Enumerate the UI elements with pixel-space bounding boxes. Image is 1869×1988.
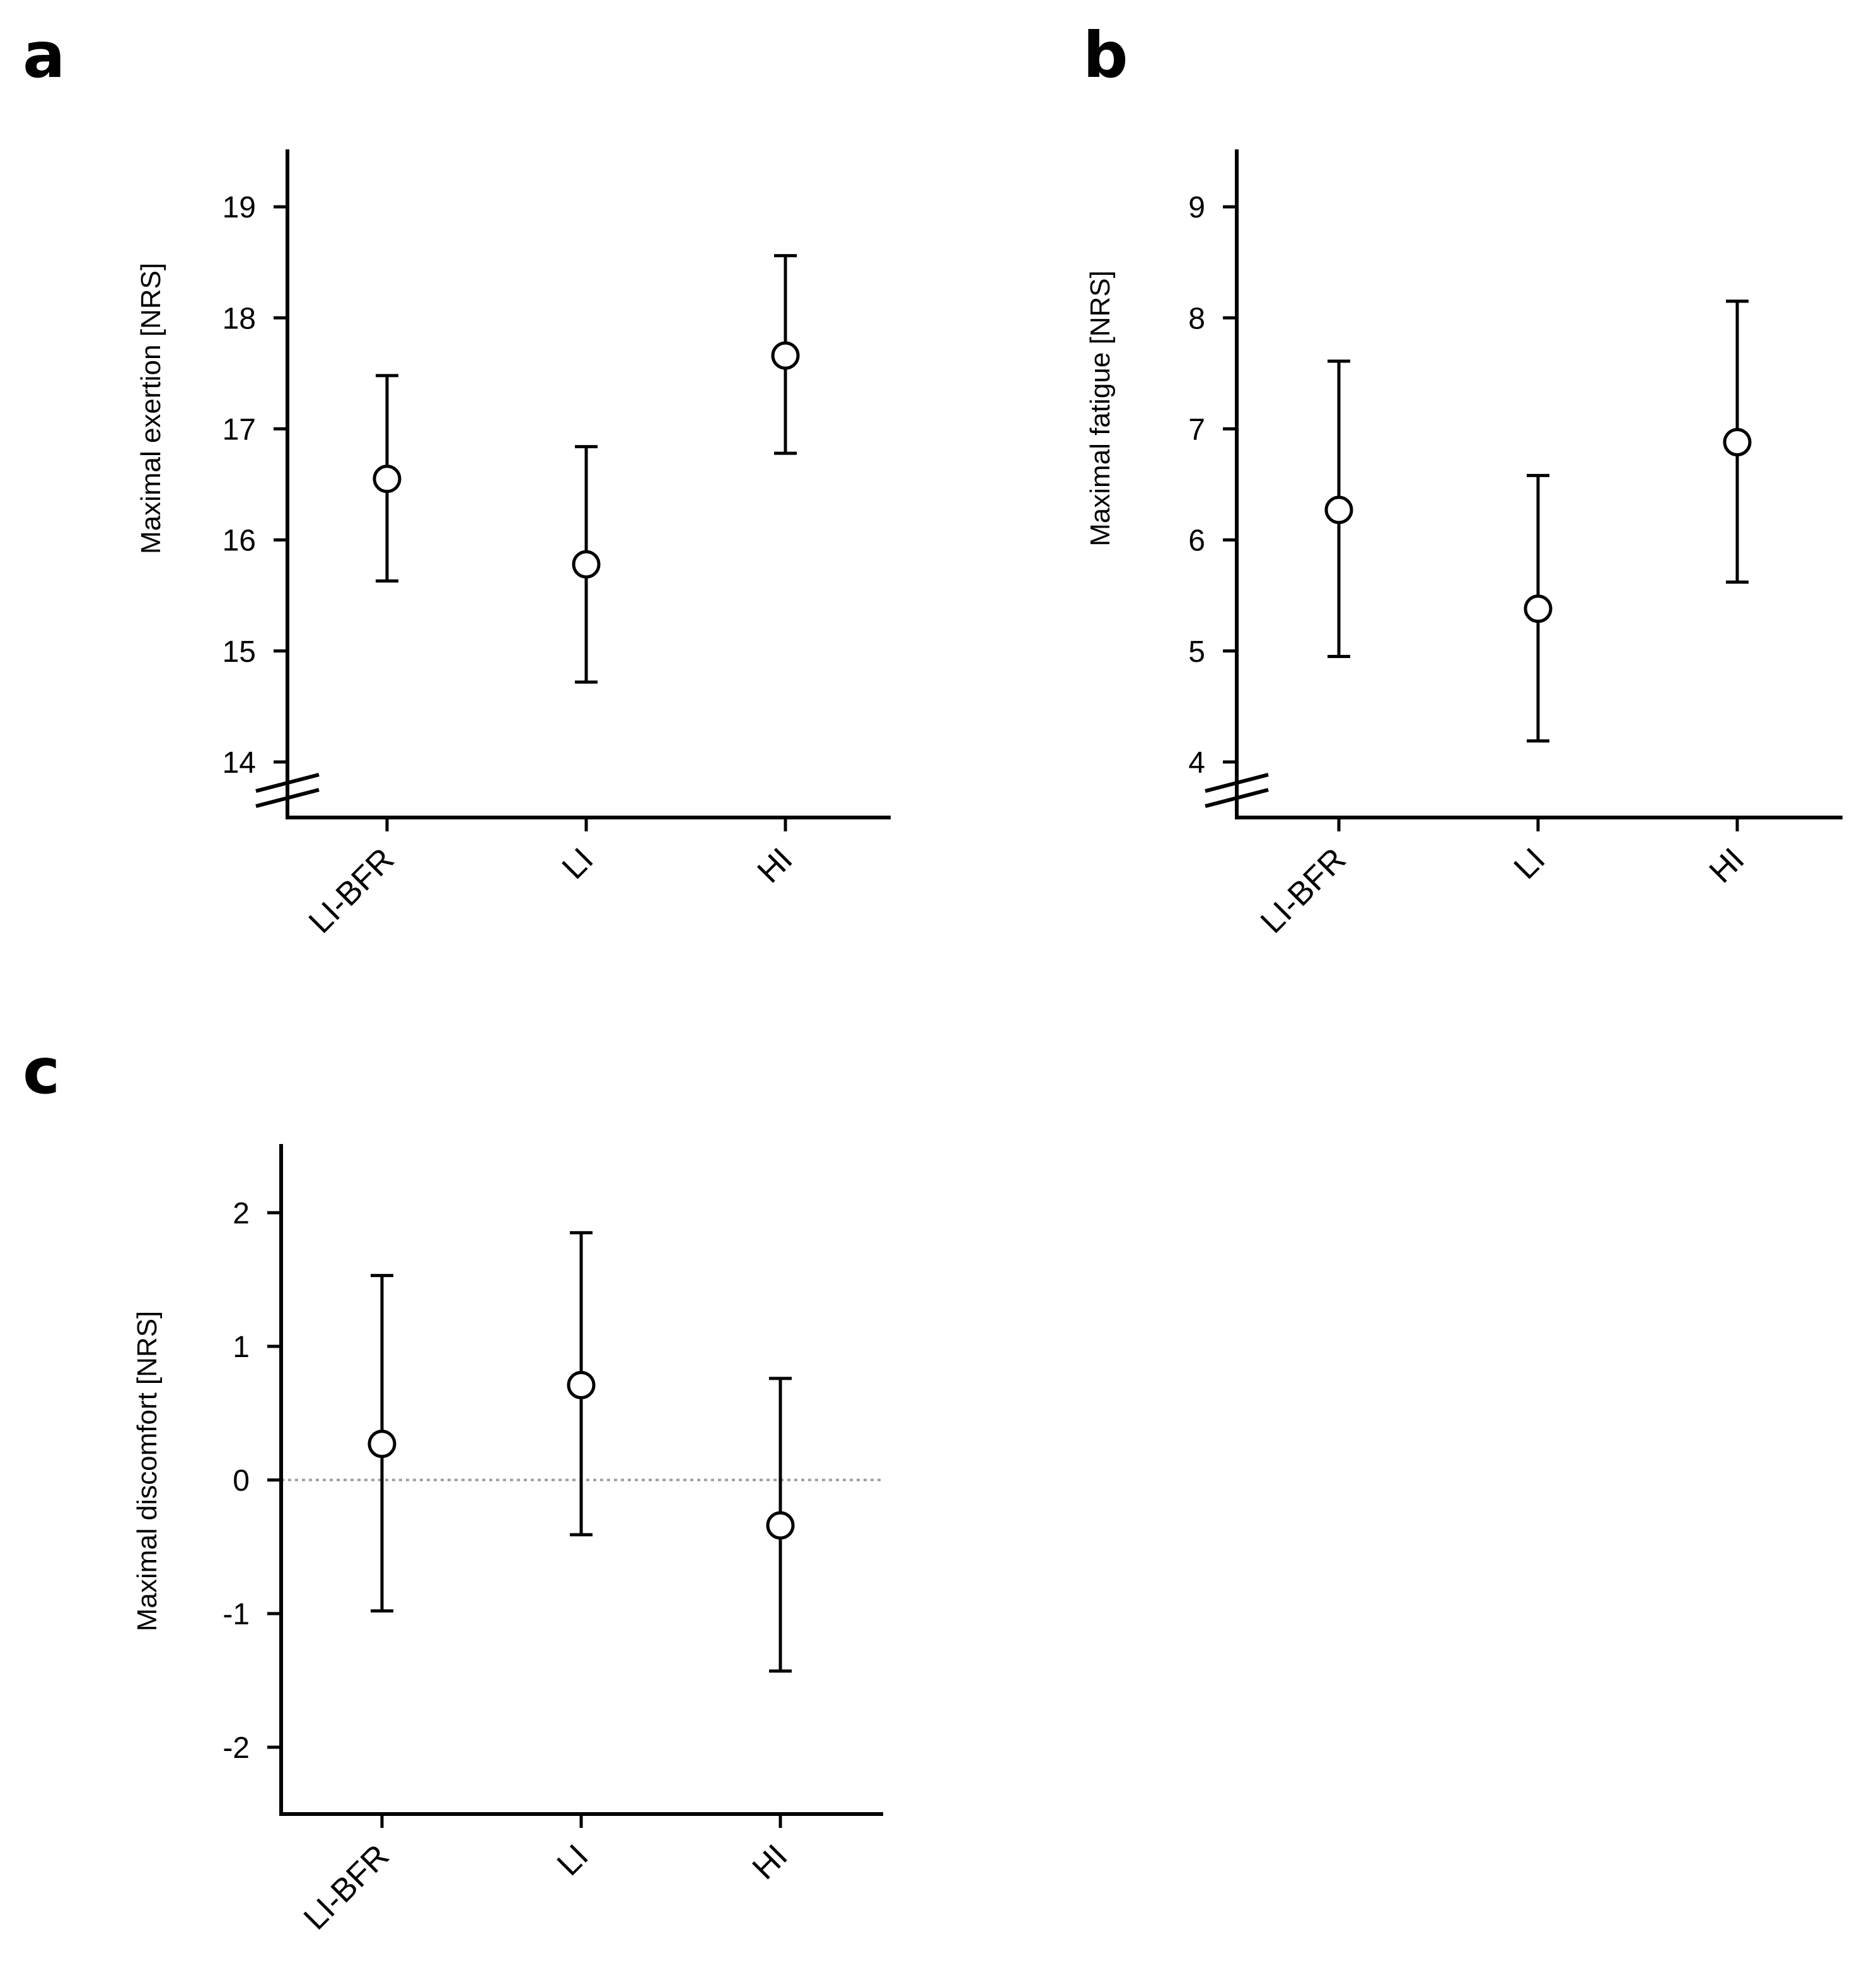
panel-label-c: c xyxy=(23,1034,60,1108)
panel-c-y-tick-label: -2 xyxy=(223,1731,250,1765)
panel-b-mean-point xyxy=(1324,495,1353,524)
panel-a-y-tick-label: 17 xyxy=(223,413,256,446)
panel-a-axis-break-mark xyxy=(255,773,320,793)
panel-b-mean-point xyxy=(1723,428,1752,457)
panel-b-cat-labels: LI-BFR LI HI xyxy=(1254,841,1751,940)
panel-b-y-tick-label: 5 xyxy=(1188,635,1205,669)
panel-c-category-label-li-bfr: LI-BFR xyxy=(297,1837,396,1936)
panel-a-y-axis-title: Maximal exertion [NRS] xyxy=(136,263,166,554)
panel-b-mean-point xyxy=(1524,594,1553,623)
panel-c-y-tick-label: -1 xyxy=(223,1598,250,1631)
panel-b-y-tick-label: 8 xyxy=(1188,302,1205,335)
panel-a-mean-point xyxy=(373,465,402,494)
panel-a-category-label-li: LI xyxy=(555,841,601,886)
panel-a-y-tick-label: 15 xyxy=(223,635,256,669)
panel-c-y-tick-label: 0 xyxy=(233,1464,250,1498)
panel-a-ylabel-group: Maximal exertion [NRS] xyxy=(136,263,166,554)
panel-b-y-tick-label: 4 xyxy=(1188,746,1205,780)
panel-a-plot: 14 15 16 17 18 19 xyxy=(223,149,891,831)
panel-b-category-label-li: LI xyxy=(1507,841,1553,886)
panel-c-ylabel-group: Maximal discomfort [NRS] xyxy=(132,1311,163,1632)
panel-c-plot: -2 -1 0 1 2 xyxy=(223,1144,883,1828)
panel-a-cat-labels: LI-BFR LI HI xyxy=(302,841,799,940)
panel-b-category-label-li-bfr: LI-BFR xyxy=(1254,841,1353,940)
panel-b-y-tick-label: 6 xyxy=(1188,524,1205,558)
panel-a-y-tick-label: 19 xyxy=(223,191,256,224)
panel-a-axis-break-mark xyxy=(255,788,320,808)
panel-a-category-label-li-bfr: LI-BFR xyxy=(302,841,401,940)
panel-b-y-tick-label: 7 xyxy=(1188,413,1205,446)
panel-a-mean-point xyxy=(771,341,800,370)
panel-b-axis-break-mark xyxy=(1205,773,1269,793)
panel-c-category-label-hi: HI xyxy=(746,1837,795,1887)
panel-c-y-tick-label: 2 xyxy=(233,1197,250,1230)
panel-b-y-axis-title: Maximal fatigue [NRS] xyxy=(1085,270,1116,546)
panel-a: a Maximal exertion [NRS] 14 15 16 17 18 19 LI… xyxy=(23,18,891,940)
panel-c-mean-point xyxy=(367,1430,396,1459)
panel-c-category-label-li: LI xyxy=(550,1837,596,1883)
panel-label-b: b xyxy=(1083,18,1128,92)
panel-b-category-label-hi: HI xyxy=(1703,841,1752,890)
panel-a-category-label-hi: HI xyxy=(751,841,800,890)
panel-c-cat-labels: LI-BFR LI HI xyxy=(297,1837,794,1936)
panel-label-a: a xyxy=(23,18,65,92)
panel-a-mean-point xyxy=(572,550,601,579)
panel-c-y-axis-title: Maximal discomfort [NRS] xyxy=(132,1311,163,1632)
panel-b-ylabel-group: Maximal fatigue [NRS] xyxy=(1085,270,1116,546)
panel-c-mean-point xyxy=(567,1370,596,1399)
panel-a-y-tick-label: 16 xyxy=(223,524,256,558)
panel-c-y-tick-label: 1 xyxy=(233,1331,250,1364)
panel-b: b Maximal fatigue [NRS] 4 5 6 7 8 9 LI-BFR LI… xyxy=(1083,18,1843,940)
panel-b-axis-break-mark xyxy=(1205,788,1269,808)
panel-a-y-tick-label: 14 xyxy=(223,746,256,780)
panel-c: c Maximal discomfort [NRS] -2 -1 0 1 2 LI-BF… xyxy=(23,1034,883,1937)
panel-b-y-tick-label: 9 xyxy=(1188,191,1205,224)
panel-b-plot: 4 5 6 7 8 9 xyxy=(1188,149,1843,831)
panel-a-y-tick-label: 18 xyxy=(223,302,256,335)
panel-c-mean-point xyxy=(766,1511,795,1540)
